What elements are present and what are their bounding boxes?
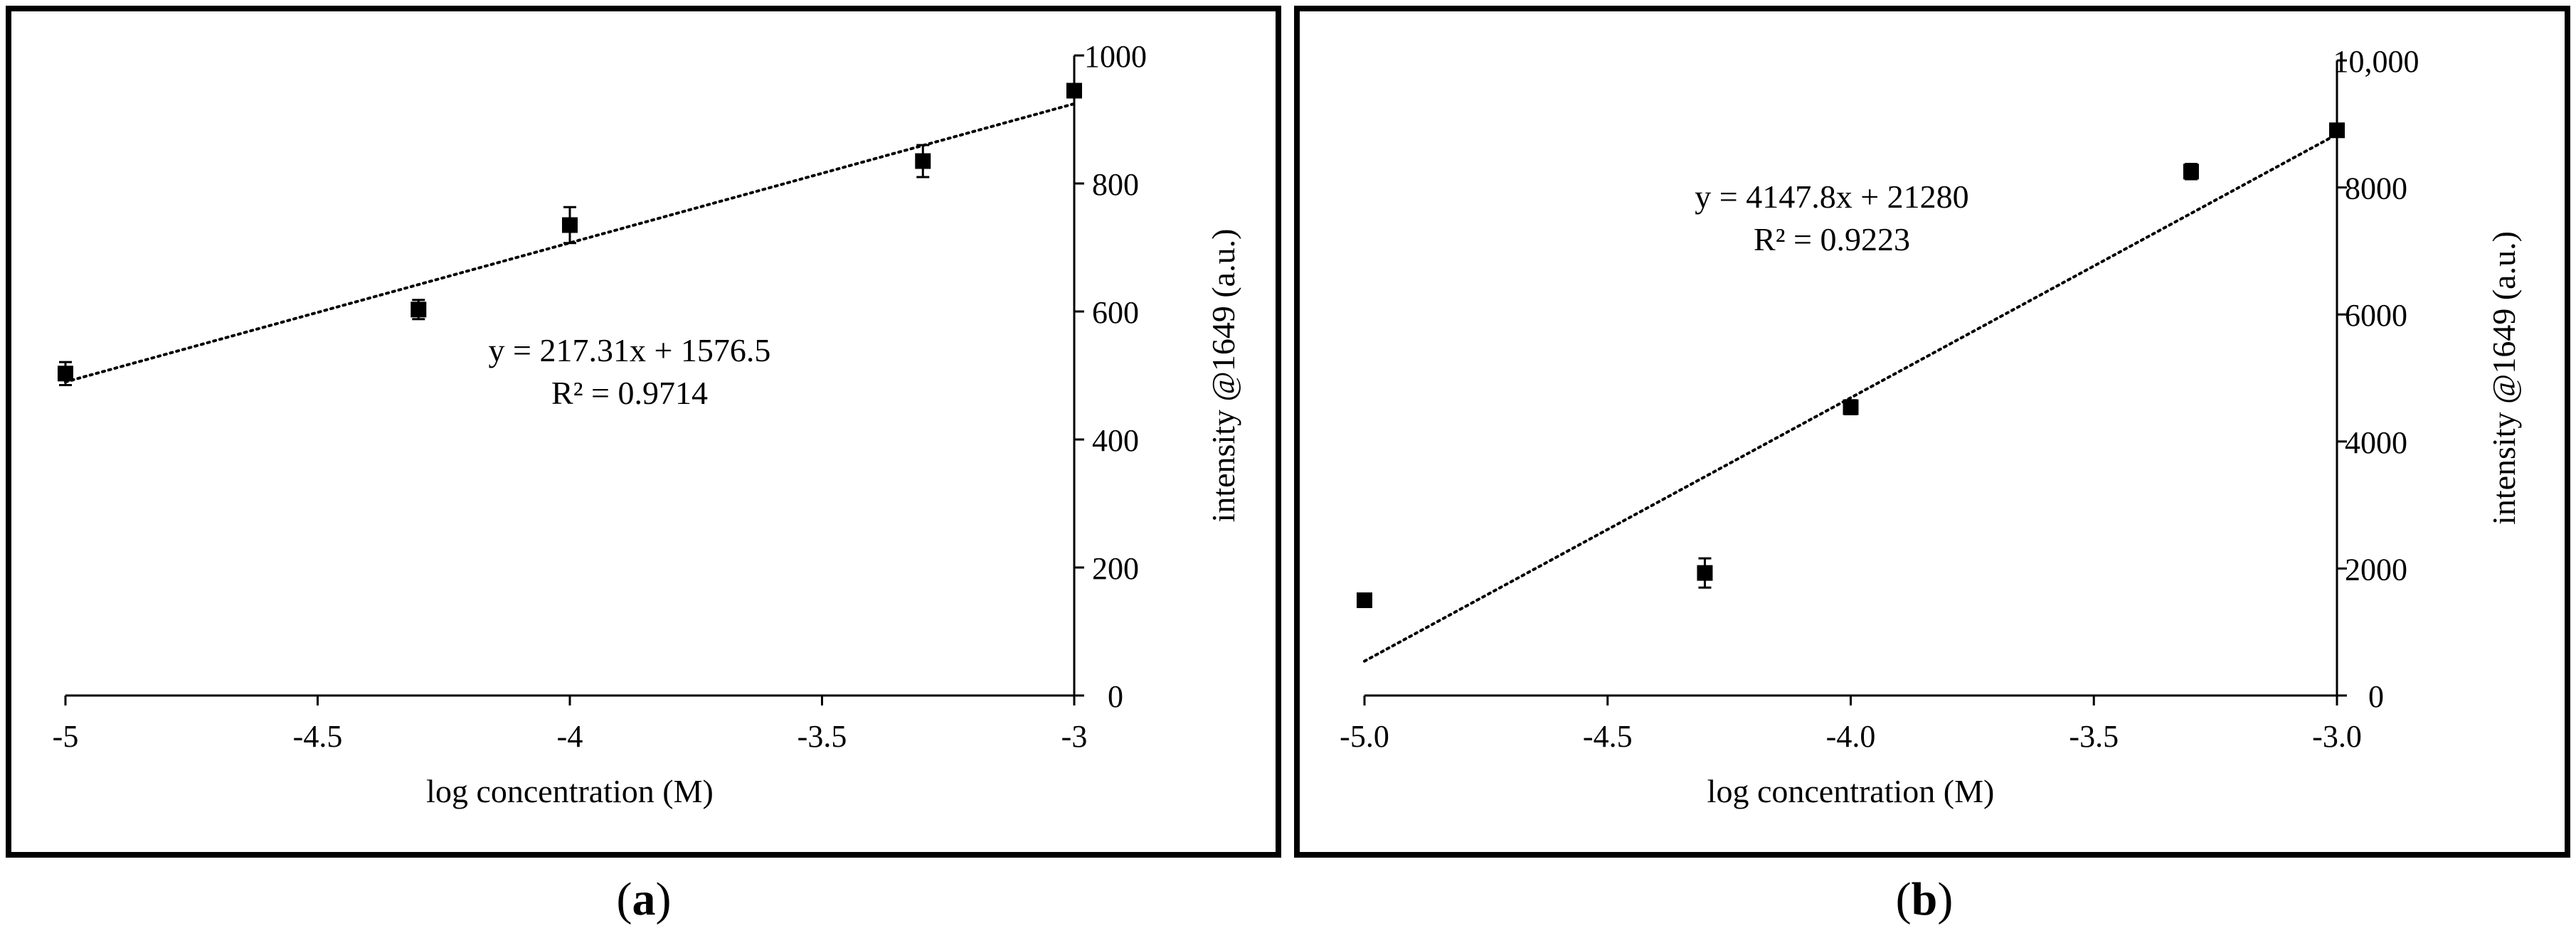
- data-point-a: [410, 302, 427, 318]
- data-point-b: [2329, 122, 2345, 139]
- x-tick-label-a: -4: [557, 719, 583, 754]
- trendline-b: [1363, 132, 2338, 663]
- y-axis-title-a: intensity @1649 (a.u.): [1205, 229, 1241, 523]
- data-point-b: [2183, 164, 2199, 180]
- y-tick-label-a: 800: [1092, 167, 1139, 202]
- plot-area-a: -5 -4.5 -4 -3.5 -3 0 200 400 600 800 1000 log conce…: [53, 39, 1241, 809]
- panel-a-caption-letter: a: [632, 873, 656, 925]
- panel-b-frame: [1294, 6, 2570, 858]
- data-point-b: [1843, 399, 1859, 415]
- panel-b-equation: y = 4147.8x + 21280: [1695, 179, 1968, 215]
- x-axis-title-a: log concentration (M): [426, 773, 714, 809]
- panel-a-equation: y = 217.31x + 1576.5: [489, 332, 771, 368]
- y-tick-label-b: 0: [2368, 679, 2384, 714]
- plot-area-b: -5.0 -4.5 -4.0 -3.5 -3.00 2000 4000 6000 8000 10,…: [1340, 44, 2522, 809]
- x-tick-label-a: -4.5: [293, 719, 343, 754]
- y-tick-label-a: 200: [1092, 551, 1139, 586]
- y-axis-title-b: intensity @1649 (a.u.): [2486, 231, 2522, 525]
- x-tick-label-b: -3.5: [2069, 719, 2119, 754]
- data-point-b: [1697, 565, 1713, 581]
- panel-b-caption-letter: b: [1911, 873, 1938, 925]
- x-tick-label-a: -3.5: [797, 719, 847, 754]
- panel-b-r-squared: R² = 0.9223: [1754, 221, 1910, 257]
- x-tick-label-b: -3.0: [2312, 719, 2362, 754]
- panel-a-caption: (a): [616, 873, 672, 925]
- y-tick-label-b: 10,000: [2333, 44, 2419, 79]
- y-tick-label-a: 0: [1108, 679, 1123, 714]
- x-tick-label-b: -5.0: [1340, 719, 1389, 754]
- data-point-a: [562, 217, 578, 233]
- panel-a-r-squared: R² = 0.9714: [551, 375, 708, 411]
- y-tick-label-b: 8000: [2345, 171, 2407, 206]
- y-tick-label-b: 6000: [2345, 298, 2407, 333]
- y-tick-label-a: 400: [1092, 423, 1139, 458]
- y-tick-label-b: 2000: [2345, 552, 2407, 587]
- y-tick-label-a: 600: [1092, 295, 1139, 330]
- x-tick-label-a: -5: [53, 719, 79, 754]
- x-tick-label-a: -3: [1061, 719, 1088, 754]
- data-point-b: [1357, 592, 1372, 609]
- x-tick-label-b: -4.0: [1826, 719, 1876, 754]
- y-tick-label-b: 4000: [2345, 425, 2407, 460]
- data-point-a: [58, 366, 73, 382]
- chart-panel-b: -5.0 -4.5 -4.0 -3.5 -3.00 2000 4000 6000 8000 10,…: [1294, 6, 2570, 858]
- trendline-a: [64, 102, 1076, 384]
- panel-b-caption: (b): [1895, 873, 1954, 925]
- x-axis-title-b: log concentration (M): [1707, 773, 1995, 809]
- panel-a-frame: [6, 6, 1281, 858]
- data-point-a: [915, 153, 931, 169]
- x-tick-label-b: -4.5: [1583, 719, 1633, 754]
- y-tick-label-a: 1000: [1084, 39, 1147, 74]
- chart-panel-a: -5 -4.5 -4 -3.5 -3 0 200 400 600 800 1000 log conce…: [6, 6, 1281, 858]
- data-point-a: [1066, 82, 1082, 99]
